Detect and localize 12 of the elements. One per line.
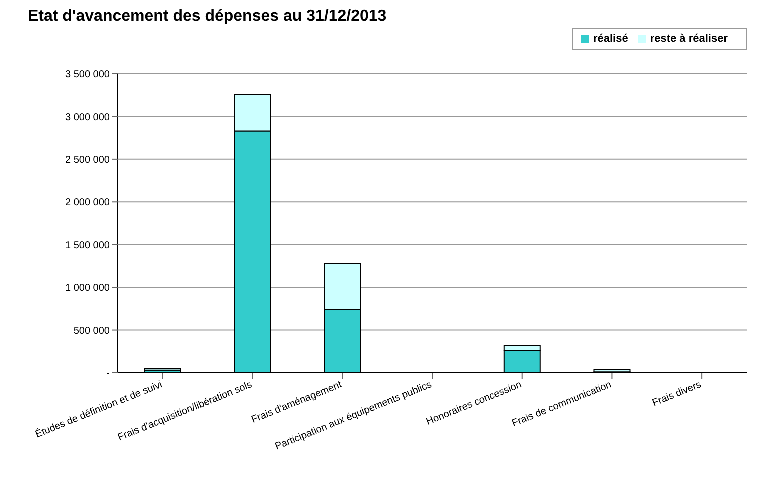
y-tick-label: 1 500 000 [66, 240, 110, 252]
y-tick-label: - [106, 368, 110, 380]
y-tick-label: 1 000 000 [66, 283, 110, 294]
y-tick-label: 2 500 000 [66, 154, 110, 166]
legend-label: réalisé [593, 33, 628, 45]
x-tick-label: Frais divers [651, 380, 704, 410]
chart-title: Etat d'avancement des dépenses au 31/12/2013 [28, 8, 387, 26]
y-tick-label: 3 000 000 [66, 112, 110, 124]
y-tick-label: 2 000 000 [66, 198, 110, 209]
y-tick-label: 500 000 [74, 326, 110, 337]
legend-label: reste à réaliser [650, 33, 728, 45]
y-tick-label: 3 500 000 [66, 70, 110, 81]
